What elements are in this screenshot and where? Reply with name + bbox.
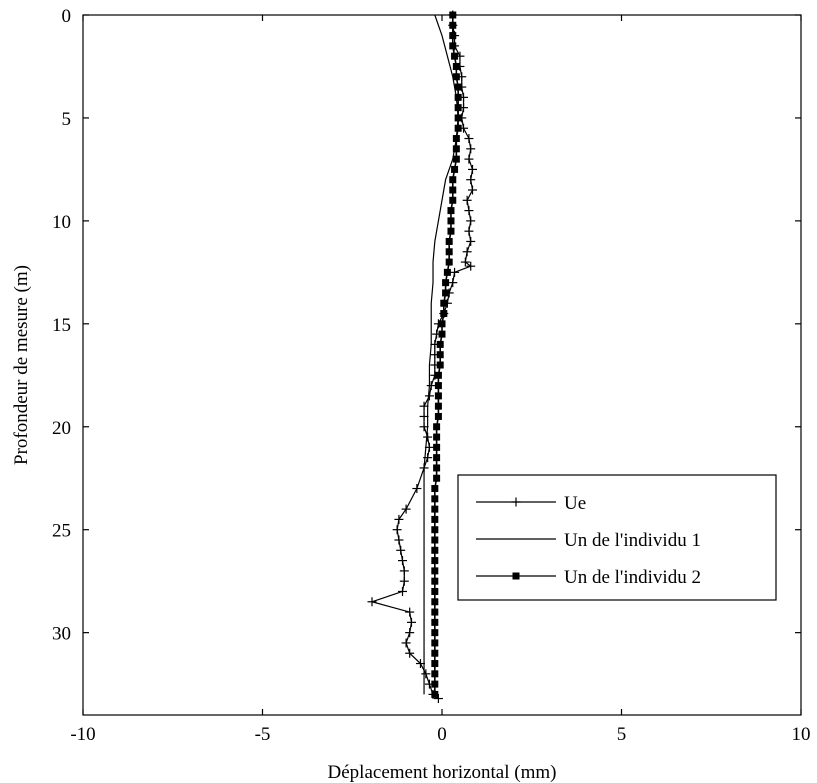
data-point [433, 474, 441, 482]
data-point [433, 464, 441, 472]
data-point [431, 567, 439, 575]
data-point [434, 371, 442, 379]
data-point [445, 237, 453, 245]
data-point [452, 135, 460, 143]
data-point [431, 546, 439, 554]
legend-label: Un de l'individu 1 [564, 530, 701, 551]
data-point [436, 340, 444, 348]
y-tick-label: 5 [62, 109, 72, 130]
data-point [436, 351, 444, 359]
data-point [431, 639, 439, 647]
data-point [447, 217, 455, 225]
data-point [438, 320, 446, 328]
series-layer [367, 10, 478, 704]
y-tick-label: 25 [52, 521, 71, 542]
x-tick-label: 10 [792, 724, 811, 745]
data-point [452, 62, 460, 70]
data-point [431, 515, 439, 523]
data-point [431, 557, 439, 565]
data-point [431, 629, 439, 637]
data-point [431, 536, 439, 544]
data-point [449, 196, 457, 204]
data-point [431, 587, 439, 595]
axes: -10 -5 0 5 10 0 5 10 15 20 25 30 [52, 6, 811, 745]
legend-box [457, 474, 777, 601]
x-tick-label: 5 [617, 724, 627, 745]
data-point [454, 104, 462, 112]
data-point [431, 485, 439, 493]
data-point [434, 402, 442, 410]
y-tick-label: 10 [52, 212, 71, 233]
data-point [449, 186, 457, 194]
legend-label: Ue [564, 493, 586, 514]
data-point [433, 433, 441, 441]
data-point [451, 165, 459, 173]
data-point [454, 124, 462, 132]
data-point [434, 392, 442, 400]
data-point [433, 443, 441, 451]
data-point [454, 93, 462, 101]
x-tick-label: -10 [70, 724, 95, 745]
data-point [431, 598, 439, 606]
data-point [449, 11, 457, 19]
data-point [452, 155, 460, 163]
x-tick-label: -5 [255, 724, 271, 745]
y-axis-label: Profondeur de mesure (m) [11, 265, 32, 465]
data-point [440, 310, 448, 318]
data-point [445, 258, 453, 266]
data-point [447, 207, 455, 215]
data-point [431, 690, 439, 698]
data-point [443, 268, 451, 276]
data-point [449, 176, 457, 184]
legend-item: Un de l'individu 1 [476, 530, 701, 551]
data-point [440, 299, 448, 307]
y-tick-label: 15 [52, 315, 71, 336]
data-point [449, 32, 457, 40]
data-point [431, 670, 439, 678]
data-point [434, 412, 442, 420]
data-point [431, 649, 439, 657]
data-point [451, 52, 459, 60]
series-1 [367, 10, 478, 704]
legend-label: Un de l'individu 2 [564, 567, 701, 588]
data-point [431, 577, 439, 585]
data-point [452, 73, 460, 81]
y-tick-label: 0 [62, 6, 72, 27]
x-tick-label: 0 [437, 724, 447, 745]
legend-marker [512, 572, 520, 580]
data-point [449, 42, 457, 50]
data-point [454, 83, 462, 91]
series-3 [431, 11, 462, 698]
data-point [431, 505, 439, 513]
y-tick-label: 30 [52, 624, 71, 645]
data-point [452, 145, 460, 153]
x-axis-label: Déplacement horizontal (mm) [328, 762, 557, 783]
data-point [433, 454, 441, 462]
data-point [434, 382, 442, 390]
data-point [442, 279, 450, 287]
data-point [449, 21, 457, 29]
data-point [433, 423, 441, 431]
data-point [447, 227, 455, 235]
y-tick-label: 20 [52, 418, 71, 439]
legend: Ue Un de l'individu 1 Un de l'individu 2 [457, 474, 777, 601]
legend-item: Un de l'individu 2 [476, 567, 701, 588]
data-point [445, 248, 453, 256]
data-point [431, 680, 439, 688]
legend-item: Ue [476, 493, 586, 514]
data-point [431, 526, 439, 534]
data-point [431, 660, 439, 668]
data-point [438, 330, 446, 338]
data-point [431, 618, 439, 626]
data-point [436, 361, 444, 369]
data-point [442, 289, 450, 297]
data-point [431, 495, 439, 503]
data-point [454, 114, 462, 122]
data-point [431, 608, 439, 616]
